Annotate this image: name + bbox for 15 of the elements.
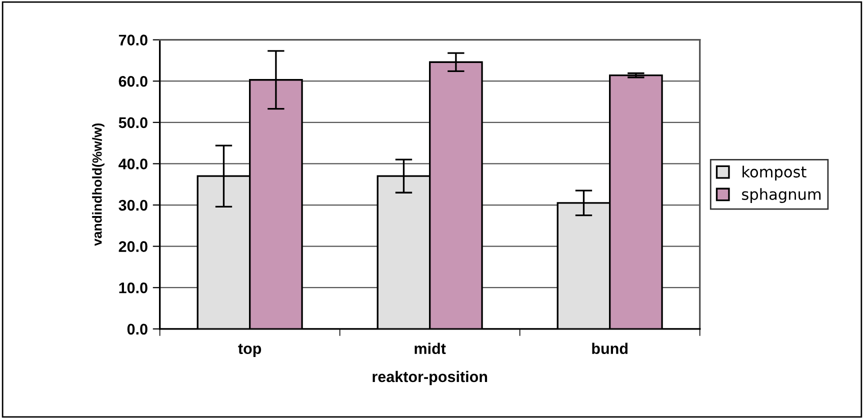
y-tick-label: 20.0: [118, 241, 148, 252]
y-tick-label: 40.0: [118, 158, 148, 170]
legend-label: kompost: [742, 166, 806, 181]
x-tick-label: top: [238, 344, 262, 358]
y-tick-label: 30.0: [118, 200, 148, 211]
y-tick-label: 70.0: [118, 34, 148, 46]
y-axis-title: vandindhold(%w/w): [92, 123, 104, 246]
x-tick-label: midt: [414, 342, 446, 354]
y-tick-label: 50.0: [118, 117, 148, 128]
y-tick-label: 60.0: [118, 76, 148, 87]
y-tick-label: 10.0: [119, 282, 148, 294]
y-tick-label: 0.0: [127, 324, 148, 335]
x-tick-label: bund: [592, 342, 628, 354]
legend-label: sphagnum: [742, 188, 821, 203]
x-axis-title: reaktor-position: [372, 370, 488, 386]
